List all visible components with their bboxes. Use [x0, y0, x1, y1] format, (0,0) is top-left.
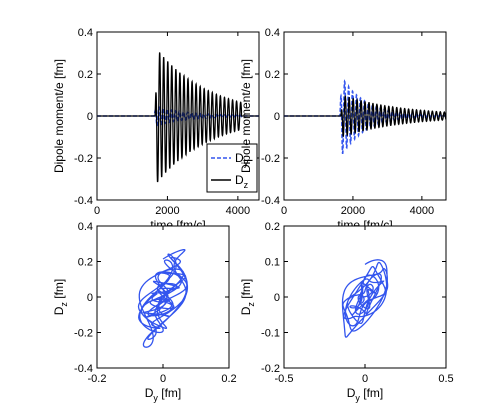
y-tick-label: -0.4 — [74, 195, 93, 207]
x-tick-label: 0 — [281, 205, 287, 217]
y-axis-label: Dz [fm] — [52, 279, 69, 316]
chart-panel-4: -0.5 0 0.5 0.2 0.1 0 -0.1 -0.2 Dy [fm] Dz [fm] — [239, 221, 454, 403]
y-tick-label: -0.4 — [261, 195, 280, 207]
legend: Dy Dz — [206, 143, 258, 193]
y-tick-label: 0.4 — [78, 27, 93, 39]
plot-lines — [137, 248, 189, 348]
y-tick-label: 0 — [274, 292, 280, 304]
plot-lines — [97, 52, 259, 183]
series-line-1 — [341, 259, 389, 338]
legend-entry: Dz — [235, 173, 249, 190]
legend-box — [206, 143, 258, 193]
y-tick-label: 0 — [87, 292, 93, 304]
x-tick-label: -0.5 — [275, 373, 294, 385]
series-line-1 — [137, 248, 189, 348]
y-tick-label: 0.1 — [265, 257, 280, 269]
legend-entry: Dy — [235, 151, 249, 168]
x-tick-label: 0 — [362, 373, 368, 385]
y-tick-label: -0.2 — [74, 153, 93, 165]
x-tick-label: 2000 — [341, 205, 365, 217]
y-axis-label: Dipole moment/e [fm] — [239, 59, 253, 173]
x-tick-label: 0.2 — [221, 373, 236, 385]
y-tick-label: 0.4 — [78, 221, 93, 233]
x-tick-label: 0 — [160, 373, 166, 385]
x-tick-label: 0 — [94, 205, 100, 217]
y-tick-label: -0.2 — [74, 328, 93, 340]
y-axis-label: Dipole moment/e [fm] — [52, 59, 66, 173]
y-tick-label: 0 — [274, 111, 280, 123]
x-tick-label: 0.5 — [438, 373, 453, 385]
y-tick-label: -0.2 — [261, 153, 280, 165]
x-tick-label: -0.2 — [88, 373, 107, 385]
y-tick-label: 0.2 — [265, 221, 280, 233]
y-tick-label: -0.4 — [74, 363, 93, 375]
x-tick-label: 4000 — [226, 205, 250, 217]
x-axis-label: Dy [fm] — [347, 386, 384, 403]
x-axis-label: Dy [fm] — [145, 386, 182, 403]
y-axis-label: Dz [fm] — [239, 279, 256, 316]
plot-lines — [341, 259, 389, 338]
series-line-2 — [97, 52, 259, 183]
y-tick-label: 0.2 — [78, 69, 93, 81]
series-line-2 — [284, 95, 446, 138]
y-tick-label: 0 — [87, 111, 93, 123]
x-tick-label: 2000 — [155, 205, 179, 217]
y-tick-label: -0.2 — [261, 363, 280, 375]
y-tick-label: -0.1 — [261, 328, 280, 340]
y-tick-label: 0.2 — [78, 257, 93, 269]
plot-lines — [284, 79, 446, 154]
y-tick-label: 0.2 — [265, 69, 280, 81]
y-tick-label: 0.4 — [265, 27, 280, 39]
x-tick-label: 4000 — [410, 205, 434, 217]
chart-panel-3: -0.2 0 0.20.40.20-0.2-0.4Dy [fm]Dz [fm] — [52, 221, 237, 403]
